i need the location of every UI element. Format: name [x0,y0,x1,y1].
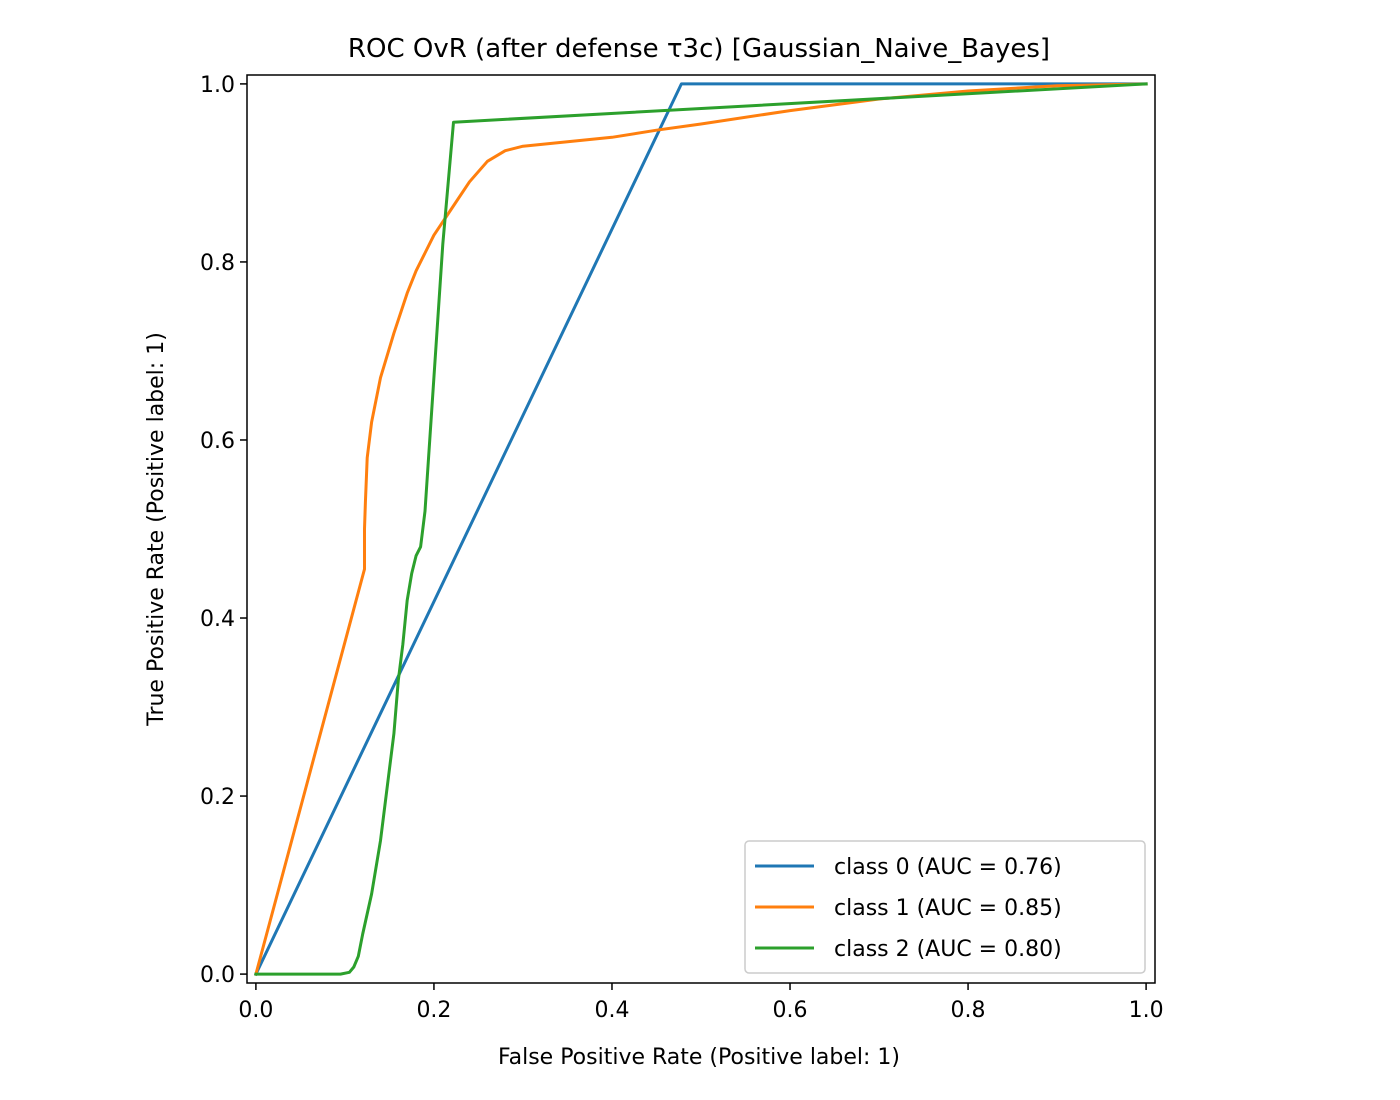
series-line-class-2 [254,82,1148,976]
series-line-class-1 [254,82,1148,976]
legend-label: class 2 (AUC = 0.80) [834,937,1062,962]
y-axis-label: True Positive Rate (Positive label: 1) [144,332,169,727]
x-axis-label: False Positive Rate (Positive label: 1) [498,1045,900,1070]
y-tick-label: 0.0 [200,963,235,988]
x-tick-label: 1.0 [1129,998,1164,1023]
x-tick-label: 0.6 [773,998,808,1023]
legend-box [744,840,1146,974]
x-axis: 0.0 0.2 0.4 0.6 0.8 1.0 [238,983,1164,1023]
chart-title: ROC OvR (after defense τ3c) [Gaussian_Na… [348,34,1050,64]
y-tick-label: 0.6 [200,429,235,454]
x-tick-label: 0.0 [238,998,273,1023]
legend: class 0 (AUC = 0.76) class 1 (AUC = 0.85)… [744,840,1146,974]
x-tick-label: 0.8 [951,998,986,1023]
y-tick-label: 1.0 [200,73,235,98]
x-tick-label: 0.4 [594,998,629,1023]
legend-label: class 0 (AUC = 0.76) [834,855,1062,880]
y-tick-label: 0.4 [200,607,235,632]
series-layer [253,82,1148,977]
y-tick-label: 0.2 [200,785,235,810]
y-axis: 0.0 0.2 0.4 0.6 0.8 1.0 [200,73,247,988]
legend-label: class 1 (AUC = 0.85) [834,896,1062,921]
y-tick-label: 0.8 [200,251,235,276]
x-tick-label: 0.2 [416,998,451,1023]
plot-frame [246,74,1156,984]
